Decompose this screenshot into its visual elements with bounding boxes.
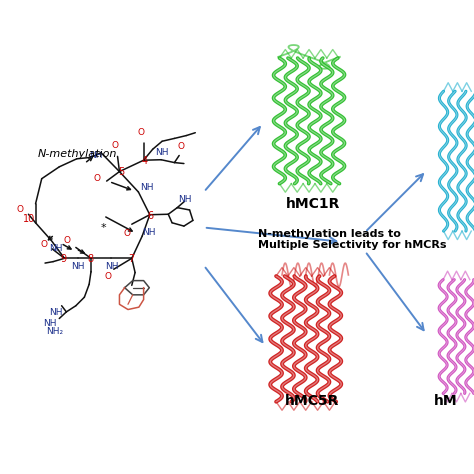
Text: hMC1R: hMC1R (286, 197, 340, 211)
Text: O: O (124, 229, 130, 238)
Text: O: O (112, 142, 118, 150)
Text: NH: NH (105, 263, 118, 271)
Text: NH: NH (43, 319, 56, 328)
Text: 8: 8 (87, 254, 93, 264)
Text: O: O (64, 236, 71, 245)
Text: NH: NH (49, 309, 63, 317)
Text: NH: NH (72, 263, 85, 271)
Text: O: O (17, 205, 23, 214)
Text: N-methylation: N-methylation (38, 149, 117, 159)
Text: O: O (138, 128, 145, 137)
Text: NH: NH (89, 152, 102, 160)
Text: NH: NH (49, 245, 63, 253)
Text: NH: NH (155, 148, 169, 157)
Text: 6: 6 (148, 210, 154, 221)
Text: *: * (100, 223, 106, 234)
Text: hM: hM (434, 393, 457, 408)
Text: N-methylation leads to
Multiple Selectivity for hMCRs: N-methylation leads to Multiple Selectiv… (258, 228, 447, 250)
Text: 9: 9 (60, 254, 66, 264)
Text: 7: 7 (128, 254, 135, 264)
Text: O: O (94, 174, 100, 183)
Text: NH: NH (140, 183, 154, 191)
Text: 5: 5 (118, 167, 124, 177)
Text: NH: NH (143, 228, 156, 237)
Text: O: O (40, 240, 47, 248)
Text: NH₂: NH₂ (46, 328, 63, 336)
Text: 4: 4 (142, 156, 147, 166)
Text: O: O (178, 143, 184, 151)
Text: NH: NH (178, 195, 191, 203)
Text: hMC5R: hMC5R (285, 393, 339, 408)
Text: 10: 10 (23, 214, 36, 224)
Text: O: O (105, 272, 111, 281)
